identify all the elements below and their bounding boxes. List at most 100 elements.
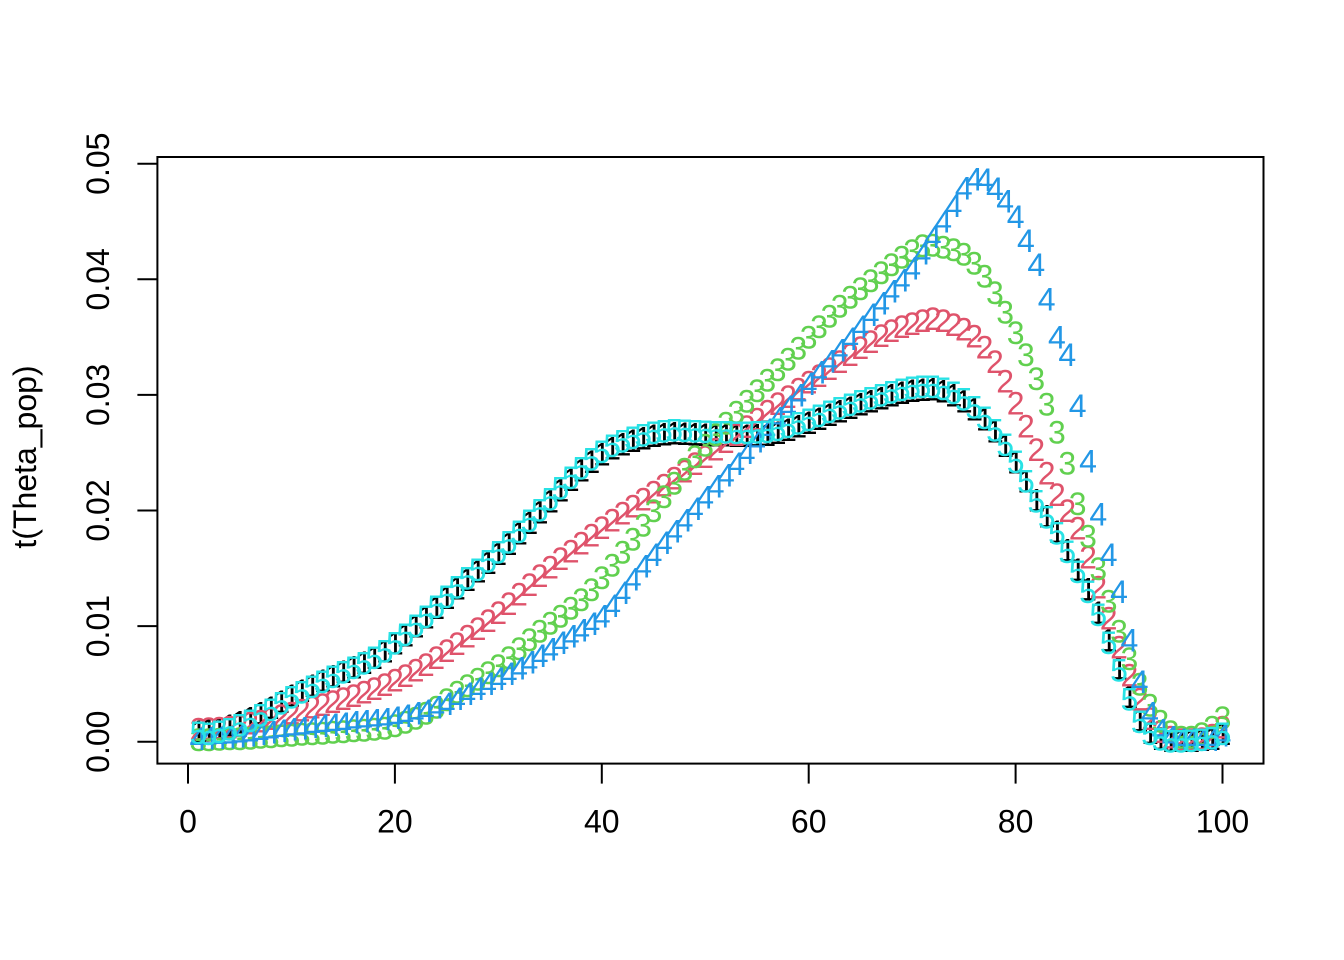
svg-text:4: 4	[996, 184, 1014, 220]
svg-text:4: 4	[489, 661, 507, 697]
svg-text:3: 3	[469, 662, 487, 698]
svg-text:4: 4	[448, 681, 466, 717]
svg-text:1: 1	[872, 380, 890, 416]
svg-text:1: 1	[1183, 723, 1201, 759]
svg-text:2: 2	[624, 488, 642, 524]
svg-text:5: 5	[1110, 653, 1128, 689]
svg-text:4: 4	[1058, 337, 1076, 373]
svg-text:4: 4	[417, 693, 435, 729]
svg-text:2: 2	[996, 363, 1014, 399]
svg-text:1: 1	[458, 562, 476, 598]
svg-text:2: 2	[614, 495, 632, 531]
svg-text:1: 1	[1017, 464, 1035, 500]
svg-text:1: 1	[1162, 723, 1180, 759]
svg-text:3: 3	[810, 309, 828, 345]
svg-text:5: 5	[489, 535, 507, 571]
svg-text:3: 3	[758, 363, 776, 399]
svg-text:5: 5	[1203, 721, 1221, 757]
svg-text:3: 3	[789, 330, 807, 366]
svg-text:5: 5	[252, 698, 270, 734]
svg-text:2: 2	[262, 701, 280, 737]
svg-text:2: 2	[883, 313, 901, 349]
svg-text:1: 1	[583, 444, 601, 480]
svg-text:4: 4	[324, 707, 342, 743]
svg-text:2: 2	[1058, 493, 1076, 529]
svg-text:3: 3	[634, 507, 652, 543]
svg-text:1: 1	[521, 505, 539, 541]
svg-text:5: 5	[386, 626, 404, 662]
svg-text:1: 1	[190, 714, 208, 750]
svg-text:2: 2	[903, 306, 921, 342]
svg-text:4: 4	[965, 162, 983, 198]
svg-text:1: 1	[1110, 650, 1128, 686]
svg-text:5: 5	[1038, 499, 1056, 535]
svg-text:1: 1	[303, 668, 321, 704]
svg-text:4: 4	[314, 708, 332, 744]
svg-text:5: 5	[1079, 574, 1097, 610]
svg-text:4: 4	[479, 666, 497, 702]
svg-text:2: 2	[665, 461, 683, 497]
svg-text:2: 2	[965, 319, 983, 355]
svg-text:1: 1	[562, 462, 580, 498]
svg-text:4: 4	[1038, 282, 1056, 318]
svg-text:4: 4	[634, 549, 652, 585]
svg-text:3: 3	[1131, 667, 1149, 703]
svg-text:3: 3	[624, 521, 642, 557]
svg-text:2: 2	[1100, 601, 1118, 637]
svg-text:4: 4	[914, 235, 932, 271]
svg-text:5: 5	[976, 400, 994, 436]
svg-text:3: 3	[324, 715, 342, 751]
svg-text:1: 1	[934, 374, 952, 410]
svg-text:3: 3	[976, 258, 994, 294]
svg-text:1: 1	[945, 378, 963, 414]
svg-text:5: 5	[707, 414, 725, 450]
svg-text:2: 2	[862, 324, 880, 360]
svg-text:4: 4	[500, 656, 518, 692]
svg-text:1: 1	[283, 678, 301, 714]
svg-text:1: 1	[1141, 715, 1159, 751]
svg-text:4: 4	[510, 650, 528, 686]
svg-text:5: 5	[748, 414, 766, 450]
svg-text:3: 3	[1141, 687, 1159, 723]
svg-text:1: 1	[1203, 721, 1221, 757]
svg-text:5: 5	[448, 570, 466, 606]
svg-text:2: 2	[417, 647, 435, 683]
svg-text:2: 2	[593, 510, 611, 546]
svg-text:4: 4	[789, 377, 807, 413]
svg-text:1: 1	[345, 650, 363, 686]
svg-text:4: 4	[614, 575, 632, 611]
svg-text:2: 2	[821, 351, 839, 387]
svg-text:3: 3	[210, 722, 228, 758]
svg-text:1: 1	[1214, 716, 1232, 752]
svg-text:2: 2	[655, 468, 673, 504]
svg-text:100: 100	[1196, 804, 1249, 840]
svg-text:4: 4	[521, 644, 539, 680]
svg-text:0.02: 0.02	[80, 479, 116, 541]
svg-text:3: 3	[1172, 720, 1190, 756]
svg-text:2: 2	[1172, 722, 1190, 758]
svg-text:3: 3	[986, 275, 1004, 311]
svg-text:1: 1	[541, 484, 559, 520]
svg-text:5: 5	[293, 674, 311, 710]
svg-text:1: 1	[634, 420, 652, 456]
svg-text:1: 1	[1048, 514, 1066, 550]
svg-text:1: 1	[386, 626, 404, 662]
svg-text:3: 3	[614, 535, 632, 571]
svg-text:4: 4	[986, 171, 1004, 207]
svg-text:5: 5	[934, 371, 952, 407]
svg-text:2: 2	[458, 619, 476, 655]
svg-text:3: 3	[407, 700, 425, 736]
svg-text:4: 4	[469, 671, 487, 707]
svg-text:3: 3	[1089, 551, 1107, 587]
svg-text:2: 2	[676, 453, 694, 489]
svg-text:3: 3	[427, 689, 445, 725]
svg-text:3: 3	[1079, 519, 1097, 555]
svg-text:3: 3	[893, 239, 911, 275]
svg-text:2: 2	[634, 482, 652, 518]
svg-text:3: 3	[1152, 704, 1170, 740]
svg-text:3: 3	[965, 245, 983, 281]
svg-text:1: 1	[655, 416, 673, 452]
svg-text:2: 2	[727, 417, 745, 453]
svg-text:2: 2	[376, 667, 394, 703]
svg-text:2: 2	[872, 318, 890, 354]
